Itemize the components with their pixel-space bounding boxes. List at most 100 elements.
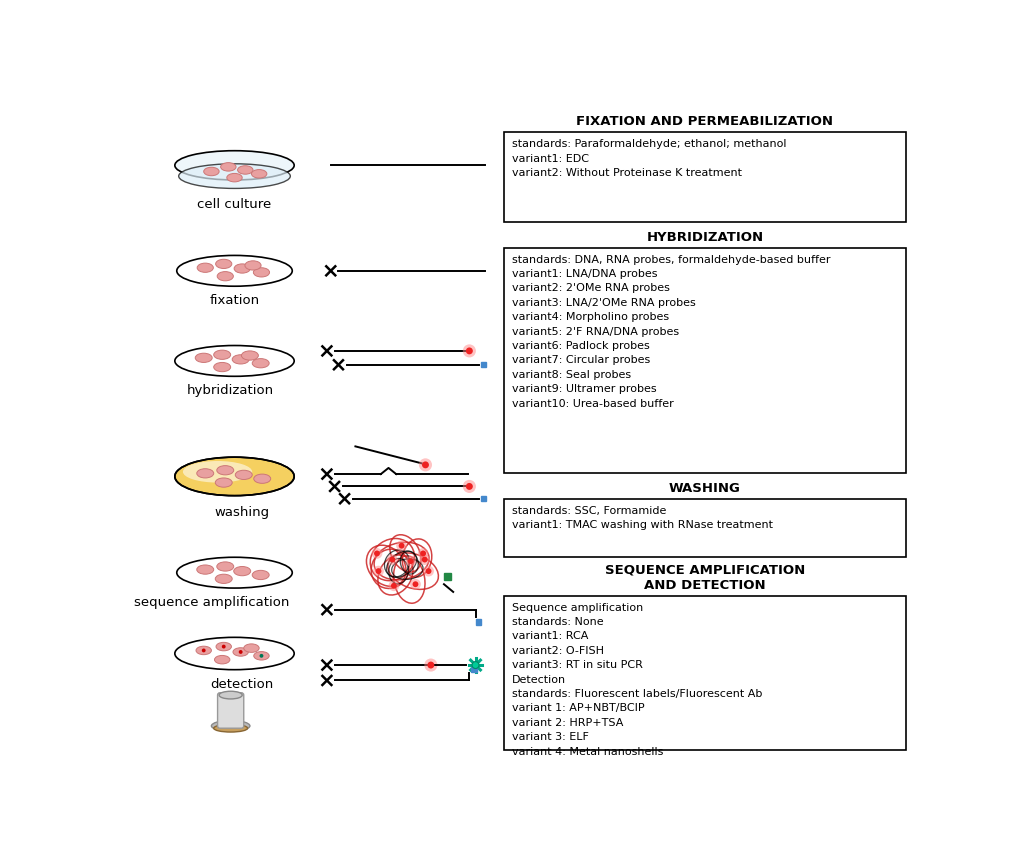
Text: washing: washing — [215, 505, 269, 519]
Circle shape — [372, 548, 382, 559]
Circle shape — [413, 581, 419, 587]
Ellipse shape — [215, 478, 232, 487]
Circle shape — [420, 551, 426, 556]
Ellipse shape — [238, 166, 253, 174]
Ellipse shape — [183, 461, 252, 482]
Circle shape — [408, 559, 414, 564]
Ellipse shape — [178, 164, 291, 189]
Circle shape — [374, 551, 380, 556]
Circle shape — [424, 659, 437, 672]
Ellipse shape — [198, 263, 213, 272]
FancyBboxPatch shape — [504, 248, 906, 473]
Circle shape — [259, 654, 263, 658]
Circle shape — [388, 580, 399, 591]
Circle shape — [387, 554, 397, 565]
Bar — [444, 573, 452, 580]
Ellipse shape — [216, 259, 231, 269]
Circle shape — [422, 462, 429, 468]
Circle shape — [373, 565, 384, 577]
Circle shape — [418, 548, 429, 559]
Bar — [476, 619, 481, 625]
FancyBboxPatch shape — [504, 498, 906, 557]
Ellipse shape — [219, 692, 243, 699]
Circle shape — [396, 541, 407, 551]
Ellipse shape — [214, 656, 230, 664]
Circle shape — [427, 662, 434, 668]
Text: FIXATION AND PERMEABILIZATION: FIXATION AND PERMEABILIZATION — [577, 115, 834, 129]
Ellipse shape — [244, 644, 259, 652]
Circle shape — [463, 480, 476, 493]
Ellipse shape — [254, 651, 269, 660]
Text: standards: SSC, Formamide
variant1: TMAC washing with RNase treatment: standards: SSC, Formamide variant1: TMAC… — [512, 505, 773, 530]
Text: cell culture: cell culture — [198, 197, 271, 211]
Text: sequence amplification: sequence amplification — [134, 595, 289, 609]
Ellipse shape — [215, 574, 232, 583]
Ellipse shape — [252, 571, 269, 580]
Ellipse shape — [175, 457, 294, 496]
Circle shape — [426, 568, 431, 574]
Circle shape — [239, 650, 243, 654]
FancyBboxPatch shape — [217, 692, 244, 728]
Circle shape — [419, 458, 432, 471]
Ellipse shape — [232, 354, 249, 364]
Circle shape — [398, 543, 404, 548]
Circle shape — [222, 644, 225, 649]
Circle shape — [391, 583, 397, 589]
Ellipse shape — [197, 468, 214, 478]
Ellipse shape — [197, 565, 214, 574]
Text: fixation: fixation — [210, 294, 259, 307]
FancyBboxPatch shape — [504, 132, 906, 222]
Text: SEQUENCE AMPLIFICATION
AND DETECTION: SEQUENCE AMPLIFICATION AND DETECTION — [605, 564, 805, 592]
Circle shape — [423, 565, 434, 577]
Ellipse shape — [217, 272, 233, 281]
Bar — [480, 496, 486, 501]
Text: detection: detection — [211, 678, 273, 692]
Ellipse shape — [214, 350, 230, 360]
Ellipse shape — [242, 351, 258, 360]
Bar — [480, 362, 486, 367]
Circle shape — [389, 557, 395, 563]
Ellipse shape — [245, 261, 261, 270]
Ellipse shape — [253, 268, 269, 277]
Ellipse shape — [220, 163, 237, 171]
Text: Sequence amplification
standards: None
variant1: RCA
variant2: O-FISH
variant3: : Sequence amplification standards: None v… — [512, 602, 762, 757]
Ellipse shape — [196, 646, 211, 655]
Circle shape — [422, 557, 428, 563]
Text: standards: DNA, RNA probes, formaldehyde-based buffer
variant1: LNA/DNA probes
v: standards: DNA, RNA probes, formaldehyde… — [512, 255, 830, 408]
Ellipse shape — [175, 346, 294, 377]
Circle shape — [466, 483, 473, 490]
Bar — [471, 667, 477, 673]
Text: standards: Paraformaldehyde; ethanol; methanol
variant1: EDC
variant2: Without P: standards: Paraformaldehyde; ethanol; me… — [512, 139, 786, 178]
Ellipse shape — [226, 173, 243, 182]
Ellipse shape — [252, 170, 267, 178]
Ellipse shape — [217, 466, 233, 474]
Ellipse shape — [214, 724, 248, 732]
Text: hybridization: hybridization — [187, 384, 274, 397]
Circle shape — [419, 554, 430, 565]
Text: WASHING: WASHING — [669, 482, 741, 495]
Circle shape — [472, 662, 479, 668]
Text: HYBRIDIZATION: HYBRIDIZATION — [646, 231, 764, 244]
Circle shape — [410, 579, 421, 589]
Ellipse shape — [214, 362, 230, 372]
Ellipse shape — [175, 637, 294, 670]
Circle shape — [406, 556, 416, 566]
Ellipse shape — [252, 359, 269, 368]
Ellipse shape — [254, 474, 270, 483]
Ellipse shape — [233, 648, 249, 656]
Circle shape — [376, 568, 381, 574]
Ellipse shape — [204, 167, 219, 176]
Circle shape — [202, 649, 206, 652]
Ellipse shape — [233, 566, 251, 576]
Ellipse shape — [217, 562, 233, 571]
Ellipse shape — [236, 470, 252, 480]
Ellipse shape — [234, 264, 250, 273]
Ellipse shape — [177, 256, 292, 287]
Ellipse shape — [175, 151, 294, 180]
FancyBboxPatch shape — [504, 595, 906, 750]
Circle shape — [463, 344, 476, 358]
Circle shape — [466, 347, 473, 354]
Ellipse shape — [211, 721, 250, 731]
Ellipse shape — [216, 643, 231, 651]
Ellipse shape — [196, 353, 212, 362]
